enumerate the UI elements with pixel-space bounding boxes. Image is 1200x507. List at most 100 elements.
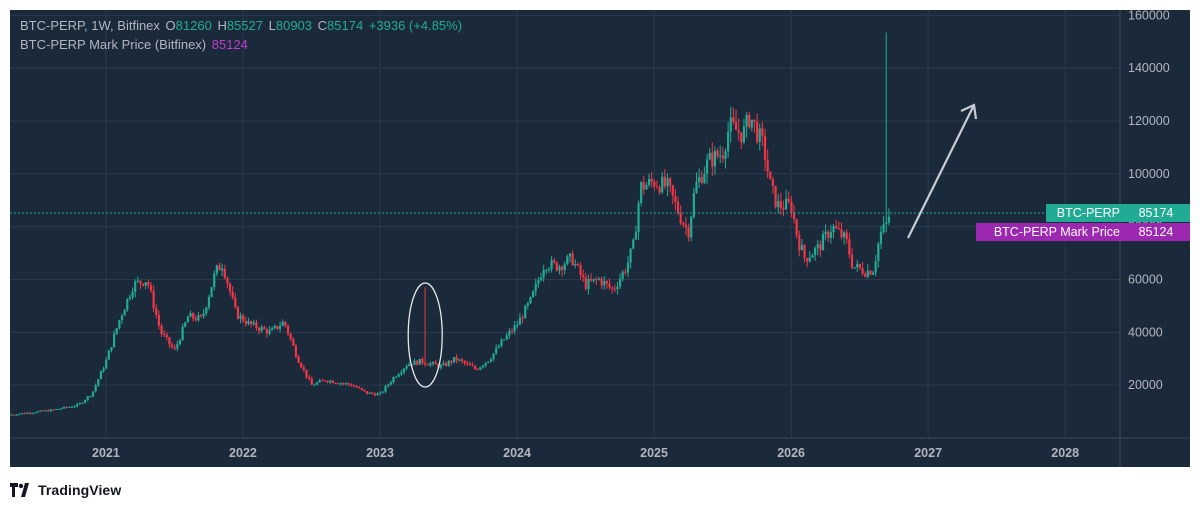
candle-body xyxy=(856,264,859,268)
candle-body xyxy=(850,254,854,268)
candle-body xyxy=(513,325,516,332)
candle-body xyxy=(228,283,232,292)
candle-body xyxy=(877,243,880,261)
candle-body xyxy=(655,186,659,188)
candle-body xyxy=(521,317,524,319)
x-tick-label: 2028 xyxy=(1051,446,1079,460)
candle-body xyxy=(516,324,519,326)
candle-body xyxy=(510,331,514,333)
candle-body xyxy=(653,181,656,187)
candle-body xyxy=(806,258,809,262)
candle-body xyxy=(31,412,34,414)
candle-body xyxy=(279,326,282,329)
candle-body xyxy=(584,277,587,289)
candle-body xyxy=(384,386,387,392)
ohlc-legend: BTC-PERP, 1W, Bitfinex O81260 H85527 L80… xyxy=(20,18,464,33)
candle-body xyxy=(837,228,840,230)
candle-body xyxy=(645,184,648,190)
candle-body xyxy=(110,347,113,351)
candle-body xyxy=(284,321,287,326)
last-price-tag: BTC-PERP 85174 xyxy=(1046,203,1190,222)
candle-body xyxy=(666,178,669,187)
candle-body xyxy=(674,195,677,202)
candle-body xyxy=(698,177,701,182)
candle-body xyxy=(102,368,105,372)
change-value: +3936 (+4.85%) xyxy=(368,18,463,33)
candle-body xyxy=(318,380,321,383)
chart-frame[interactable]: 2000040000600008000010000012000014000016… xyxy=(10,10,1190,467)
candle-body xyxy=(756,121,759,142)
candle-body xyxy=(558,266,561,271)
candle-body xyxy=(273,325,276,329)
candle-body xyxy=(568,253,572,257)
candle-body xyxy=(218,265,221,271)
candle-body xyxy=(360,388,363,390)
candle-body xyxy=(771,179,775,186)
candle-body xyxy=(479,367,482,370)
candle-body xyxy=(503,339,506,341)
candle-body xyxy=(210,287,213,297)
candle-body xyxy=(542,270,545,278)
candle-body xyxy=(595,278,598,280)
candle-body xyxy=(20,413,23,415)
candle-body xyxy=(352,385,356,387)
price-chart[interactable]: 2000040000600008000010000012000014000016… xyxy=(10,10,1190,467)
candle-body xyxy=(871,272,875,275)
candle-body xyxy=(545,270,548,272)
candle-body xyxy=(379,392,382,394)
candle-body xyxy=(76,404,79,407)
candle-body xyxy=(690,216,693,238)
candle-body xyxy=(611,287,614,289)
candle-body xyxy=(126,298,129,310)
candle-body xyxy=(626,262,630,273)
candle-body xyxy=(178,340,182,344)
candle-body xyxy=(60,408,63,410)
candle-body xyxy=(687,227,690,238)
candle-body xyxy=(202,313,205,317)
candle-body xyxy=(758,128,761,142)
high-value: 85527 xyxy=(226,18,263,33)
candle-body xyxy=(313,384,316,386)
candle-body xyxy=(91,391,95,397)
candle-body xyxy=(302,367,305,370)
candle-body xyxy=(68,406,71,408)
candle-body xyxy=(431,362,435,364)
candle-body xyxy=(339,383,342,385)
candle-body xyxy=(861,267,864,274)
candle-body xyxy=(376,393,379,396)
candle-body xyxy=(44,410,47,412)
candle-body xyxy=(579,265,582,275)
candle-body xyxy=(62,406,66,409)
candle-body xyxy=(724,151,727,159)
candle-body xyxy=(466,363,469,365)
candle-body xyxy=(215,265,218,274)
candle-body xyxy=(640,182,643,204)
candle-body xyxy=(600,278,603,286)
candle-body xyxy=(168,337,171,345)
candle-body xyxy=(785,198,788,210)
candle-body xyxy=(848,239,851,255)
candle-body xyxy=(795,219,798,236)
candle-body xyxy=(829,232,833,238)
candle-body xyxy=(634,232,637,240)
candle-body xyxy=(763,135,767,160)
candle-body xyxy=(160,325,163,335)
candle-body xyxy=(342,383,345,385)
candle-body xyxy=(555,262,558,271)
candle-body xyxy=(131,291,134,298)
candle-body xyxy=(394,376,398,378)
candle-body xyxy=(774,185,777,208)
candle-body xyxy=(576,263,580,266)
candle-layer xyxy=(10,32,890,416)
candle-body xyxy=(742,126,746,143)
low-value: 80903 xyxy=(275,18,313,33)
mark-price-tag: BTC-PERP Mark Price 85124 xyxy=(976,223,1190,242)
candle-body xyxy=(315,382,319,385)
candle-body xyxy=(323,380,327,382)
candle-body xyxy=(658,187,661,193)
candle-body xyxy=(452,357,456,363)
candle-body xyxy=(550,260,553,270)
candle-body xyxy=(455,357,458,361)
candle-body xyxy=(260,327,263,331)
candle-body xyxy=(708,152,711,160)
